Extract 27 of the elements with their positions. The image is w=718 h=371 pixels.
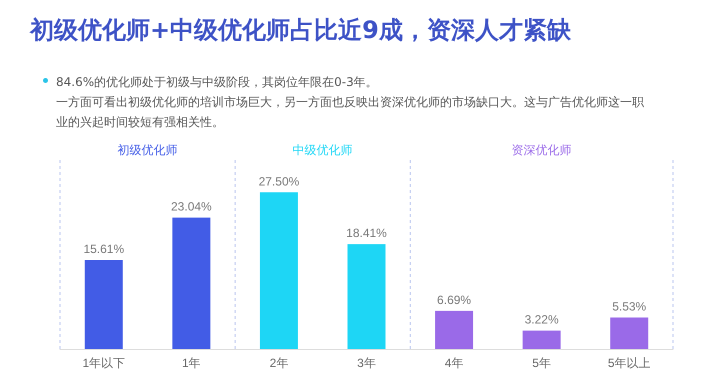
bar — [348, 244, 386, 349]
data-label: 23.04% — [171, 200, 212, 214]
data-label: 15.61% — [83, 242, 124, 256]
data-label: 3.22% — [524, 312, 559, 327]
chart-title: 初级优化师+中级优化师占比近9成，资深人才紧缺 — [30, 15, 571, 46]
chart-subtitle: 84.6%的优化师处于初级与中级阶段，其岗位年限在0-3年。 — [56, 74, 379, 91]
data-label: 6.69% — [437, 292, 472, 307]
bar — [522, 330, 561, 349]
x-tick-label: 4年 — [444, 356, 464, 370]
x-tick-label: 5年以上 — [608, 356, 651, 370]
bar — [610, 317, 648, 349]
x-tick-label: 5年 — [532, 356, 551, 370]
bar — [260, 192, 298, 349]
x-tick-label: 1年 — [182, 356, 201, 370]
data-label: 27.50% — [258, 174, 300, 188]
data-label: 5.53% — [612, 299, 647, 314]
x-tick-label: 2年 — [270, 356, 288, 370]
x-tick-label: 1年以下 — [82, 356, 126, 370]
text: 中级优化师 — [292, 143, 353, 157]
bar — [435, 310, 474, 349]
x-tick-label: 3年 — [357, 356, 376, 370]
text: 资深优化师 — [512, 143, 572, 157]
data-label: 18.41% — [346, 226, 388, 240]
text: 一方面可看出初级优化师的培训市场巨大，另一方面也反映出资深优化师的市场缺口大。这与广告优化师这一职业的兴起时间较短有强相关性。 — [56, 94, 645, 131]
bar — [84, 260, 123, 349]
bar — [172, 218, 210, 349]
text: 初级优化师 — [118, 143, 178, 157]
